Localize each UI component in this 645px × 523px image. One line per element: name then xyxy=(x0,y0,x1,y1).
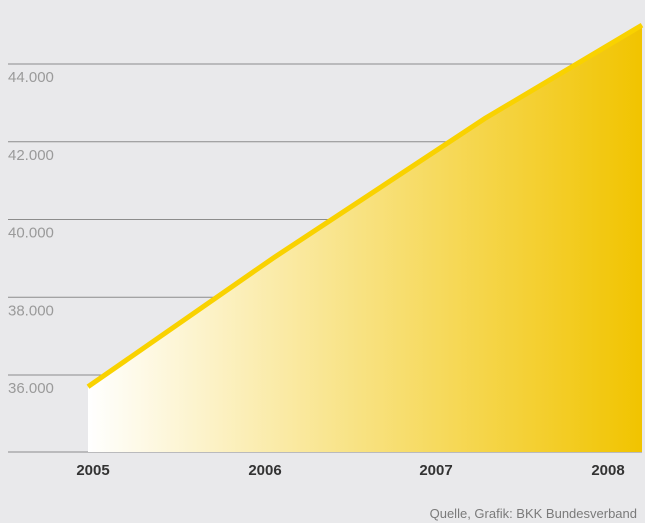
series-line xyxy=(86,22,644,389)
y-tick-label: 40.000 xyxy=(8,225,54,242)
x-tick-label: 2005 xyxy=(76,462,109,479)
x-tick-label: 2008 xyxy=(591,462,624,479)
area-series xyxy=(86,22,644,452)
source-note: Quelle, Grafik: BKK Bundesverband xyxy=(429,506,637,521)
x-tick-label: 2006 xyxy=(248,462,281,479)
y-tick-label: 38.000 xyxy=(8,302,54,319)
x-tick-label: 2007 xyxy=(419,462,452,479)
y-tick-label: 42.000 xyxy=(8,147,54,164)
y-axis-tick-labels: 36.000 38.000 40.000 42.000 44.000 xyxy=(8,69,54,397)
y-tick-label: 44.000 xyxy=(8,69,54,86)
area-fill xyxy=(88,25,642,452)
x-axis-tick-labels: 2005 2006 2007 2008 xyxy=(76,462,624,479)
y-tick-label: 36.000 xyxy=(8,380,54,397)
